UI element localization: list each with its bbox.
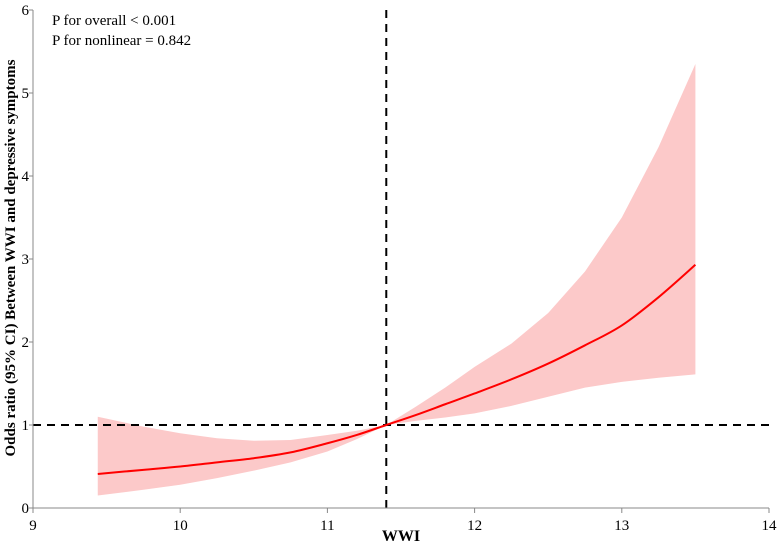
x-tick-label: 13 bbox=[614, 518, 629, 534]
annotation-p-nonlinear: P for nonlinear = 0.842 bbox=[52, 33, 191, 49]
confidence-band bbox=[97, 63, 696, 496]
y-tick-label: 5 bbox=[22, 86, 30, 102]
x-tick-label: 9 bbox=[29, 518, 37, 534]
y-tick-label: 4 bbox=[22, 169, 30, 185]
x-axis-label: WWI bbox=[382, 528, 420, 545]
y-tick-label: 1 bbox=[22, 418, 30, 434]
x-tick-label: 10 bbox=[173, 518, 188, 534]
annotation-p-overall: P for overall < 0.001 bbox=[52, 13, 176, 29]
x-tick-label: 12 bbox=[467, 518, 482, 534]
y-tick-label: 2 bbox=[22, 335, 30, 351]
y-tick-label: 3 bbox=[22, 252, 30, 268]
odds-ratio-line bbox=[97, 264, 697, 475]
y-tick-label: 6 bbox=[22, 3, 30, 19]
x-tick-label: 14 bbox=[762, 518, 778, 534]
y-tick-label: 0 bbox=[22, 501, 30, 517]
x-tick-label: 11 bbox=[320, 518, 334, 534]
y-axis-label: Odds ratio (95% CI) Between WWI and depr… bbox=[3, 59, 19, 456]
